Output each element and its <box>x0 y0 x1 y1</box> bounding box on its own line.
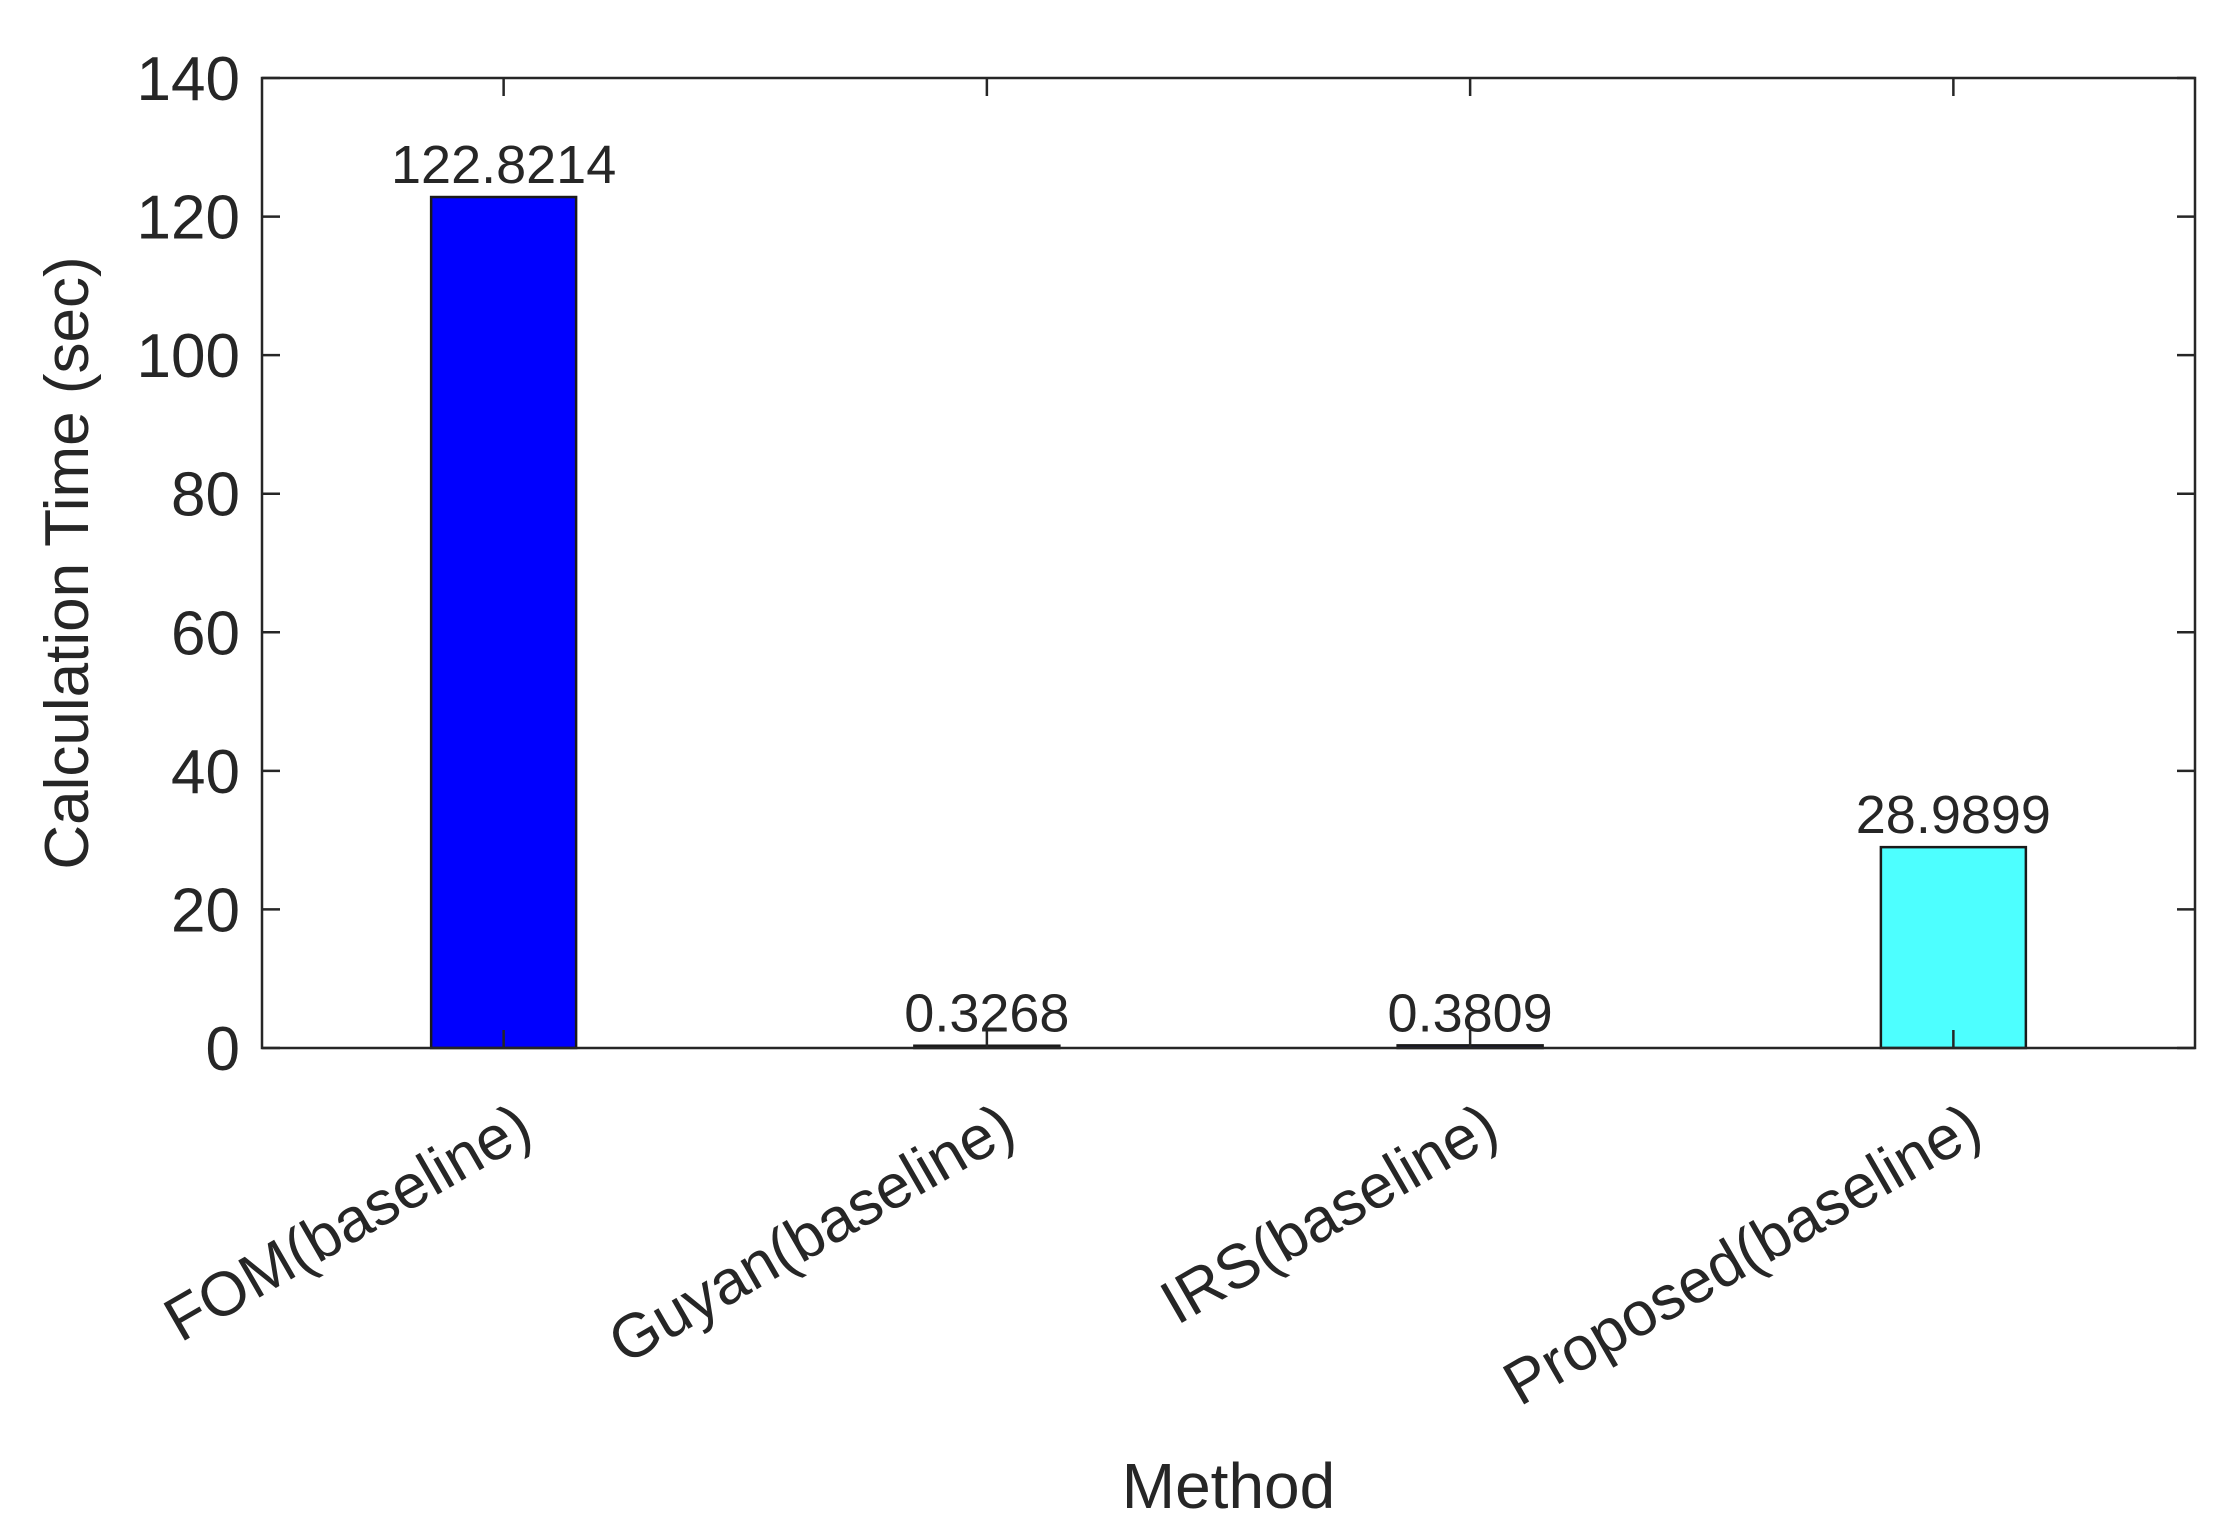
y-tick-label: 40 <box>171 738 240 807</box>
y-tick-label: 0 <box>206 1015 240 1084</box>
y-tick-label: 20 <box>171 876 240 945</box>
y-tick-label: 60 <box>171 599 240 668</box>
bar <box>1879 845 2028 1050</box>
labels-layer: 122.8214 FOM(baseline) 0.3268 Guyan(baselin… <box>137 45 2051 1419</box>
y-tick-label: 100 <box>137 322 240 391</box>
x-tick-label: Guyan(baseline) <box>597 1090 1025 1377</box>
bars-layer <box>429 195 2028 1050</box>
x-tick-label: FOM(baseline) <box>153 1090 543 1355</box>
bar-value-label: 0.3268 <box>904 984 1069 1044</box>
bar-value-label: 122.8214 <box>391 135 616 195</box>
y-axis-label: Calculation Time (sec) <box>33 256 102 869</box>
x-tick-label: IRS(baseline) <box>1149 1090 1509 1338</box>
y-tick-label: 80 <box>171 461 240 530</box>
x-axis-label: Method <box>1122 1450 1335 1522</box>
plot-area-frame <box>260 76 2197 1050</box>
y-tick-label: 140 <box>137 45 240 114</box>
bar-value-label: 28.9899 <box>1856 785 2051 845</box>
bar-value-label: 0.3809 <box>1388 983 1553 1043</box>
bar <box>429 195 578 1050</box>
x-tick-label: Proposed(baseline) <box>1492 1090 1992 1419</box>
ticks-layer <box>262 76 2195 1050</box>
y-tick-label: 120 <box>137 184 240 253</box>
